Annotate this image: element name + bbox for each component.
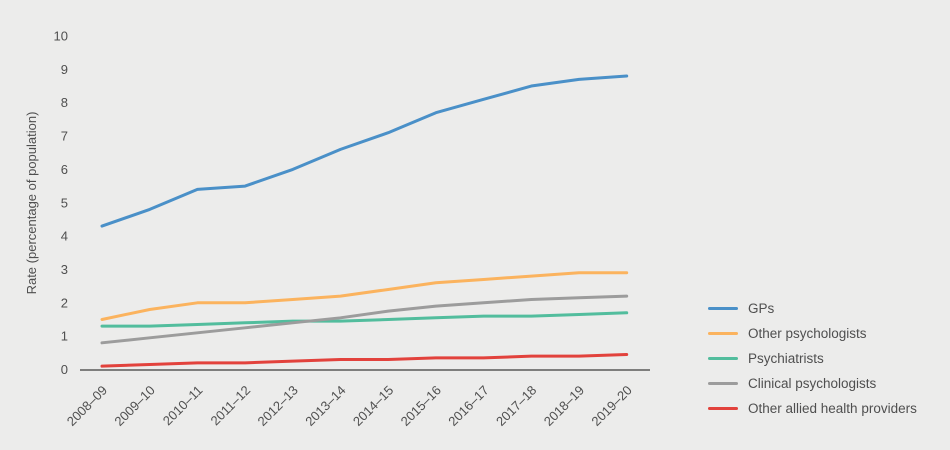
y-tick-label: 6 bbox=[61, 162, 68, 177]
legend-swatch bbox=[708, 406, 738, 411]
y-tick-label: 2 bbox=[61, 295, 68, 310]
legend-label: Psychiatrists bbox=[748, 351, 824, 366]
y-tick-labels: 0 1 2 3 4 5 6 7 8 9 10 bbox=[54, 29, 68, 378]
legend-swatch bbox=[708, 356, 738, 361]
x-tick-label: 2015–16 bbox=[398, 383, 444, 429]
x-tick-label: 2013–14 bbox=[302, 383, 348, 429]
x-tick-label: 2018–19 bbox=[541, 383, 587, 429]
x-tick-label: 2012–13 bbox=[255, 383, 301, 429]
x-tick-labels: 2008–09 2009–10 2010–11 2011–12 2012–13 2013–… bbox=[64, 383, 635, 429]
y-tick-label: 7 bbox=[61, 129, 68, 144]
y-tick-label: 4 bbox=[61, 229, 68, 244]
legend-item: Clinical psychologists bbox=[708, 371, 917, 396]
series-line-psychiatrists bbox=[100, 311, 629, 328]
x-tick-label: 2017–18 bbox=[493, 383, 539, 429]
y-tick-label: 10 bbox=[54, 29, 68, 44]
y-tick-label: 5 bbox=[61, 195, 68, 210]
legend-label: GPs bbox=[748, 301, 775, 316]
y-tick-label: 0 bbox=[61, 362, 68, 377]
y-tick-label: 8 bbox=[61, 95, 68, 110]
legend-swatch bbox=[708, 306, 738, 311]
x-tick-label: 2010–11 bbox=[160, 383, 206, 429]
x-tick-label: 2014–15 bbox=[350, 383, 396, 429]
legend-label: Clinical psychologists bbox=[748, 376, 877, 391]
series-lines bbox=[100, 74, 629, 368]
y-tick-label: 3 bbox=[61, 262, 68, 277]
chart-legend: GPs Other psychologists Psychiatrists Clini… bbox=[708, 296, 917, 421]
x-tick-label: 2016–17 bbox=[445, 383, 491, 429]
legend-swatch bbox=[708, 331, 738, 336]
x-tick-label: 2009–10 bbox=[111, 383, 157, 429]
legend-item: Other psychologists bbox=[708, 321, 917, 346]
x-tick-label: 2011–12 bbox=[208, 383, 254, 429]
x-tick-label: 2008–09 bbox=[64, 383, 110, 429]
series-line-other-allied-health-providers bbox=[100, 352, 629, 368]
legend-label: Other psychologists bbox=[748, 326, 867, 341]
series-line-other-psychologists bbox=[100, 271, 629, 321]
y-axis-title: Rate (percentage of population) bbox=[24, 112, 39, 295]
series-line-clinical-psychologists bbox=[100, 294, 629, 345]
legend-item: GPs bbox=[708, 296, 917, 321]
legend-label: Other allied health providers bbox=[748, 401, 917, 416]
y-tick-label: 9 bbox=[61, 62, 68, 77]
x-tick-label: 2019–20 bbox=[588, 383, 634, 429]
series-line-gps bbox=[100, 74, 629, 228]
legend-item: Psychiatrists bbox=[708, 346, 917, 371]
legend-item: Other allied health providers bbox=[708, 396, 917, 421]
legend-swatch bbox=[708, 381, 738, 386]
y-tick-label: 1 bbox=[61, 329, 68, 344]
